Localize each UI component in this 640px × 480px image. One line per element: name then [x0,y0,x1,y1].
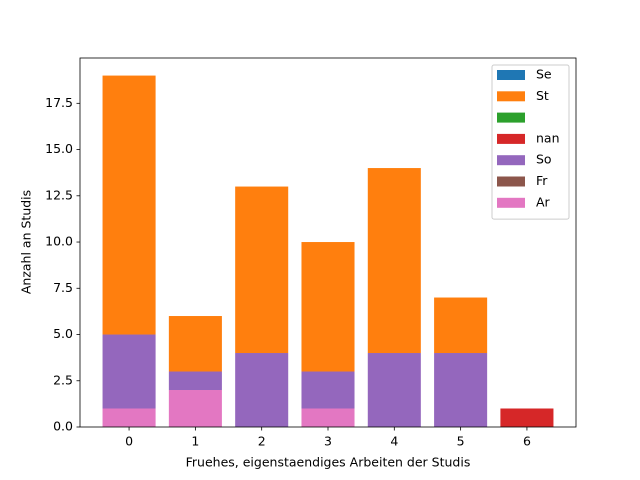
x-tick-label: 4 [390,434,398,449]
x-tick-label: 2 [258,434,266,449]
y-tick-label: 12.5 [45,187,73,202]
x-tick-label: 5 [457,434,465,449]
legend-swatch [497,70,525,80]
bar-segment [301,242,355,372]
bar-segment [301,371,355,409]
legend-label: Se [536,67,552,82]
bar-segment [102,334,156,409]
y-axis-label: Anzahl an Studis [19,190,34,294]
legend-swatch [497,133,525,144]
bar-segment [102,408,156,427]
y-tick-label: 2.5 [53,372,73,387]
legend-label: Ar [536,194,551,209]
legend-swatch [497,112,525,123]
y-tick-label: 5.0 [53,326,73,341]
legend-label: Fr [536,173,548,188]
y-tick-label: 7.5 [53,280,73,295]
legend-swatch [497,197,525,208]
bar-segment [500,408,554,427]
y-tick-label: 10.0 [45,234,73,249]
x-tick-label: 6 [523,434,531,449]
bar-segment [168,390,222,427]
x-tick-label: 1 [191,434,199,449]
bar-segment [235,186,289,354]
bar-segment [102,75,156,335]
legend-swatch [497,176,525,187]
bar-segment [235,353,289,427]
x-tick-label: 3 [324,434,332,449]
legend-label: So [536,152,552,167]
bar-segment [367,168,421,354]
legend-swatch [497,155,525,166]
x-axis-label: Fruehes, eigenstaendiges Arbeiten der St… [186,455,471,470]
legend-label: nan [536,130,560,145]
bar-segment [168,371,222,391]
bar-segment [367,353,421,427]
y-tick-label: 15.0 [45,141,73,156]
legend-label: St [536,88,549,103]
bar-segment [168,316,222,372]
bar-segment [434,353,488,427]
y-tick-label: 0.0 [53,419,73,434]
bar-segment [434,297,488,354]
y-tick-label: 17.5 [45,95,73,110]
x-tick-label: 0 [125,434,133,449]
bar-segment [301,408,355,427]
legend-swatch [497,91,525,102]
